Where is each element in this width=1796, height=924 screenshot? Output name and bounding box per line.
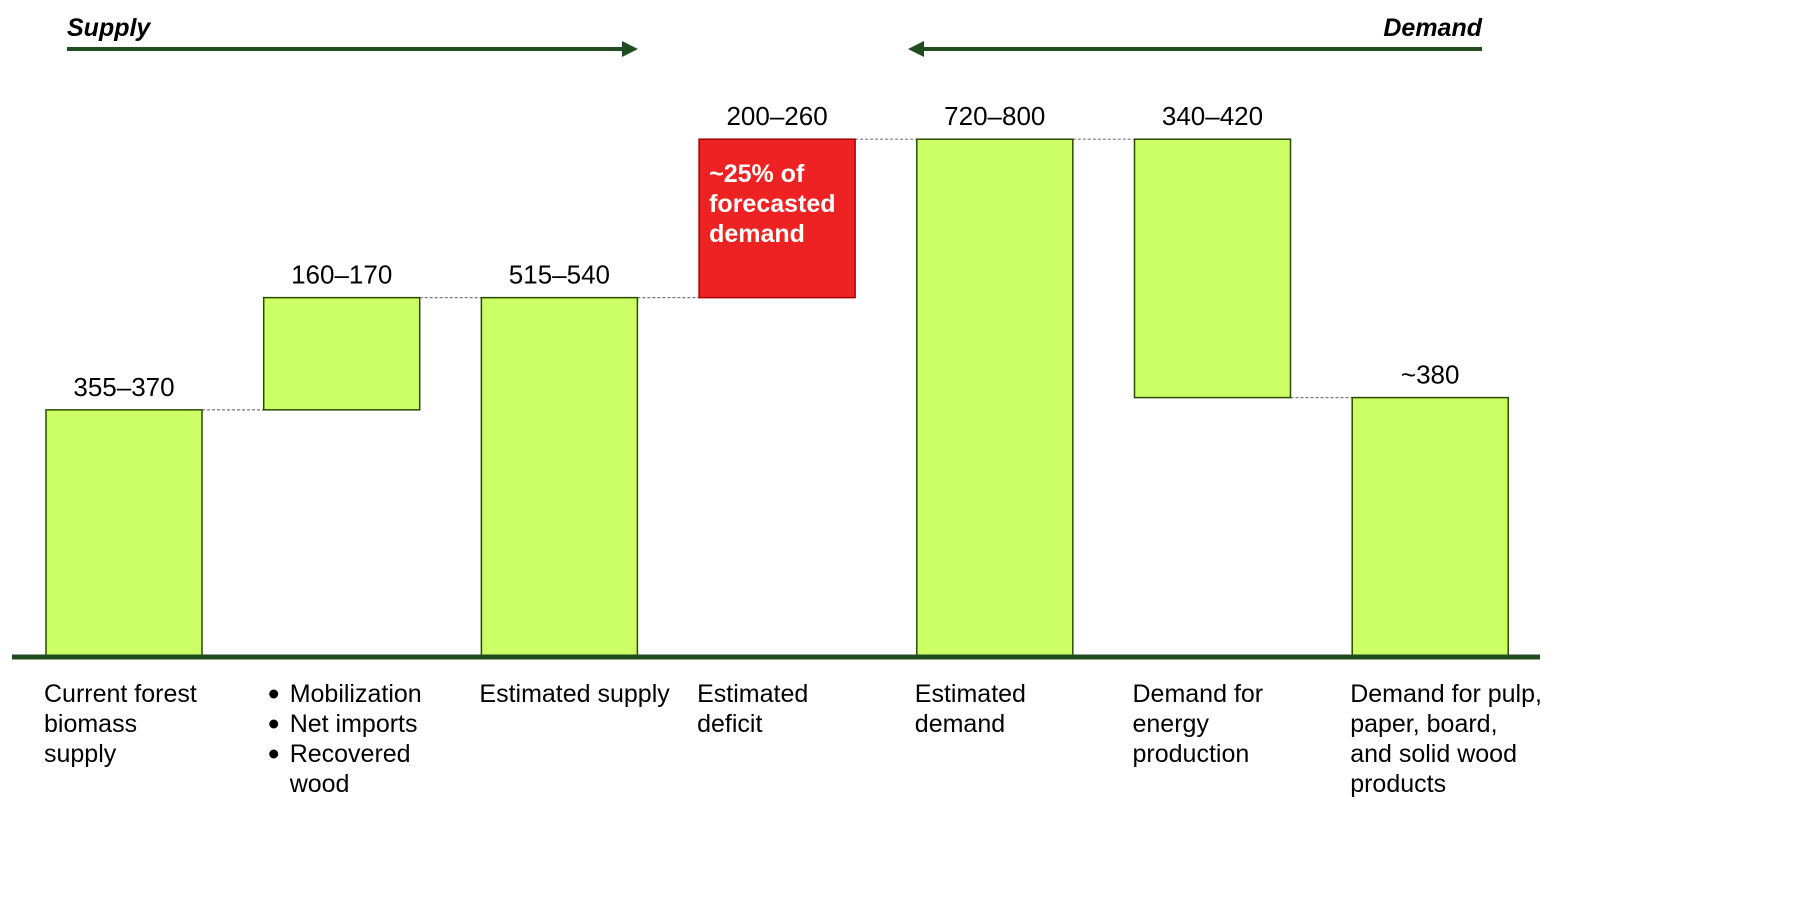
value-label: 340–420 bbox=[1162, 101, 1263, 131]
category-label: Mobilization bbox=[290, 680, 422, 708]
value-label: 515–540 bbox=[509, 260, 610, 290]
deficit-note: ~25% of bbox=[709, 160, 805, 188]
category-label: Estimated supply bbox=[479, 680, 670, 708]
category-label: Current forest bbox=[44, 680, 197, 708]
value-label: 200–260 bbox=[726, 101, 827, 131]
deficit-note: forecasted bbox=[709, 190, 835, 218]
value-label: 355–370 bbox=[73, 372, 174, 402]
bullet-dot bbox=[269, 689, 279, 699]
category-label: biomass bbox=[44, 710, 137, 738]
category-label: supply bbox=[44, 740, 117, 768]
supply-arrowhead bbox=[622, 41, 638, 57]
category-label: Net imports bbox=[290, 710, 418, 738]
bar bbox=[262, 296, 421, 411]
category-label: Demand for pulp, bbox=[1350, 680, 1542, 708]
bar bbox=[45, 409, 203, 657]
heading-supply: Supply bbox=[67, 14, 151, 42]
category-label: Recovered bbox=[290, 740, 411, 768]
category-label: paper, board, bbox=[1350, 710, 1497, 738]
bar bbox=[916, 138, 1074, 657]
bullet-dot bbox=[269, 719, 279, 729]
category-label: energy bbox=[1133, 710, 1210, 738]
category-label: Estimated bbox=[915, 680, 1026, 708]
category-label: demand bbox=[915, 710, 1005, 738]
deficit-note: demand bbox=[709, 220, 805, 248]
value-label: 720–800 bbox=[944, 101, 1045, 131]
bar bbox=[480, 296, 639, 657]
category-label: products bbox=[1350, 770, 1446, 798]
bar bbox=[1133, 138, 1292, 399]
heading-demand: Demand bbox=[1383, 14, 1482, 42]
value-label: 160–170 bbox=[291, 260, 392, 290]
category-label: wood bbox=[289, 770, 350, 798]
demand-arrowhead bbox=[908, 41, 924, 57]
deficit-bar bbox=[698, 138, 856, 299]
category-label: Estimated bbox=[697, 680, 808, 708]
category-label: Demand for bbox=[1133, 680, 1264, 708]
category-label: production bbox=[1133, 740, 1250, 768]
bullet-dot bbox=[269, 749, 279, 759]
category-label: and solid wood bbox=[1350, 740, 1517, 768]
value-label: ~380 bbox=[1401, 360, 1460, 390]
bar bbox=[1351, 396, 1509, 657]
category-label: deficit bbox=[697, 710, 762, 738]
